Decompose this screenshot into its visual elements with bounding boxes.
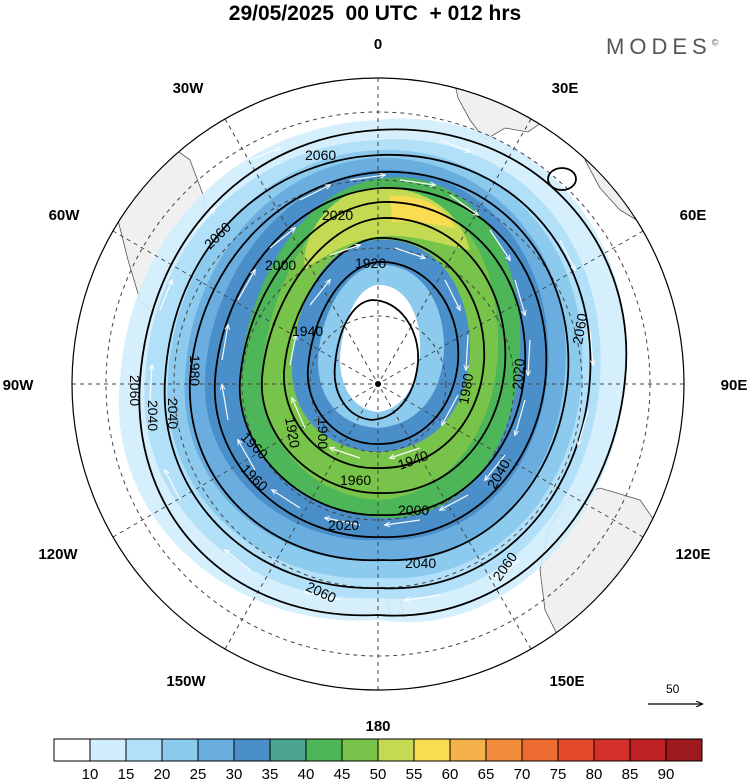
copyright-mark: ©	[711, 37, 719, 48]
contour-label: 1940	[292, 323, 323, 339]
contour-1960	[261, 217, 507, 494]
contour-label: 2040	[165, 398, 181, 429]
colorbar-box	[665, 738, 703, 762]
modes-logo: MODES©	[606, 34, 718, 60]
colorbar-box	[89, 738, 127, 762]
colorbar-box	[521, 738, 559, 762]
lon-label-90e: 90E	[721, 377, 748, 394]
colorbar-tick-label: 30	[226, 766, 243, 782]
colorbar: 10 15 20 25 30 35 40 45 50 55 60 65 70 75 80 85 90	[53, 738, 703, 782]
lon-label-180: 180	[365, 718, 390, 735]
contour-label: 2000	[265, 257, 296, 273]
contour-label: 1920	[282, 416, 303, 450]
colorbar-box	[377, 738, 415, 762]
colorbar-box	[269, 738, 307, 762]
colorbar-tick-label: 90	[658, 766, 675, 782]
height-contours	[138, 128, 628, 617]
colorbar-tick-label: 25	[190, 766, 207, 782]
colorbar-tick-label: 60	[442, 766, 459, 782]
colorbar-box	[341, 738, 379, 762]
colorbar-tick-label: 15	[118, 766, 135, 782]
wind-speed-shading	[118, 118, 627, 623]
contour-label: 1900	[315, 418, 331, 449]
contour-label: 2060	[305, 147, 336, 163]
colorbar-ticks: 10 15 20 25 30 35 40 45 50 55 60 65 70 75 80 85 90	[82, 766, 675, 782]
colorbar-tick-label: 80	[586, 766, 603, 782]
contour-1940	[283, 237, 486, 469]
longitude-labels: 0 30E 60E 90E 120E 150E 180 150W 120W 90…	[3, 36, 748, 735]
lon-label-150e: 150E	[549, 673, 584, 690]
contour-2000	[214, 187, 548, 538]
lon-label-0: 0	[374, 36, 382, 53]
lon-label-30w: 30W	[173, 80, 205, 97]
colorbar-box	[125, 738, 163, 762]
contour-label: 1960	[340, 472, 371, 488]
lon-label-120e: 120E	[675, 546, 710, 563]
colorbar-tick-label: 70	[514, 766, 531, 782]
map-title: 29/05/2025 00 UTC + 012 hrs	[228, 2, 522, 25]
reference-vector-label: 50	[666, 682, 680, 696]
contour-label: 1920	[355, 255, 386, 271]
contour-2020	[189, 171, 570, 561]
brand-text: MODES	[606, 34, 712, 59]
lon-label-120w: 120W	[38, 546, 78, 563]
colorbar-tick-label: 75	[550, 766, 567, 782]
colorbar-tick-label: 20	[154, 766, 171, 782]
colorbar-box	[557, 738, 595, 762]
map-boundary	[71, 77, 685, 691]
contour-label: 2000	[398, 502, 429, 518]
contour-label: 2060	[127, 375, 143, 406]
colorbar-box	[593, 738, 631, 762]
contour-label: 2040	[405, 555, 436, 571]
contour-label: 2060	[569, 312, 590, 346]
colorbar-box	[197, 738, 235, 762]
contour-label: 2020	[322, 207, 353, 223]
contour-label: 2020	[509, 358, 528, 391]
colorbar-box	[53, 738, 91, 762]
colorbar-tick-label: 10	[82, 766, 99, 782]
colorbar-tick-label: 85	[622, 766, 639, 782]
colorbar-tick-label: 40	[298, 766, 315, 782]
lon-label-30e: 30E	[552, 80, 579, 97]
map-disk	[72, 78, 684, 690]
contour-1980	[239, 201, 527, 516]
contour-2040	[163, 154, 592, 590]
reference-vector	[648, 682, 710, 712]
contour-1900	[333, 299, 419, 421]
contour-2060	[138, 128, 628, 617]
contour-label: 2040	[145, 400, 161, 431]
colorbar-box	[161, 738, 199, 762]
colorbar-box	[629, 738, 667, 762]
colorbar-box	[233, 738, 271, 762]
pole-marker	[375, 381, 381, 387]
contour-label: 1980	[455, 372, 476, 406]
contour-small-cell	[547, 167, 577, 191]
lon-label-60w: 60W	[49, 207, 81, 224]
contour-label: 2020	[328, 517, 359, 533]
colorbar-box	[449, 738, 487, 762]
colorbar-box	[485, 738, 523, 762]
contour-label: 1980	[187, 355, 203, 386]
colorbar-box	[305, 738, 343, 762]
colorbar-boxes	[53, 738, 703, 762]
colorbar-tick-label: 55	[406, 766, 423, 782]
colorbar-tick-label: 50	[370, 766, 387, 782]
colorbar-box	[413, 738, 451, 762]
lon-label-60e: 60E	[680, 207, 707, 224]
polar-map: 2060 2020 2000 1920 1940 1900 1920 1960 …	[3, 36, 748, 735]
contour-1920	[307, 261, 460, 445]
colorbar-tick-label: 45	[334, 766, 351, 782]
wind-vectors	[150, 139, 593, 600]
colorbar-tick-label: 35	[262, 766, 279, 782]
colorbar-tick-label: 65	[478, 766, 495, 782]
lon-label-90w: 90W	[3, 377, 35, 394]
lon-label-150w: 150W	[166, 673, 206, 690]
